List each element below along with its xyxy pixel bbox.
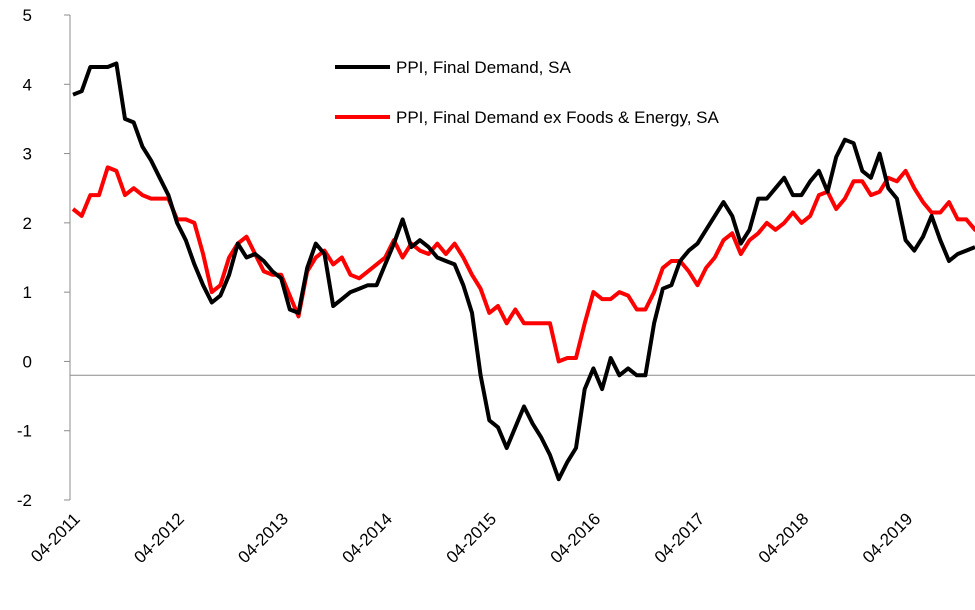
- x-tick-label: 04-2016: [547, 509, 605, 567]
- legend-entry-ppi-final-demand: PPI, Final Demand, SA: [335, 58, 571, 77]
- x-tick-label: 04-2011: [27, 509, 84, 566]
- y-tick-label: 3: [23, 145, 32, 164]
- y-tick-label: 4: [23, 75, 32, 94]
- x-tick-label: 04-2014: [339, 509, 397, 567]
- y-tick-label: 2: [23, 214, 32, 233]
- y-tick-label: 0: [23, 352, 32, 371]
- x-tick-label: 04-2019: [859, 509, 917, 567]
- y-tick-label: -1: [17, 422, 32, 441]
- x-axis: 04-2011 04-2012 04-2013 04-2014 04-2015 04-20…: [27, 374, 975, 567]
- y-tick-label: -2: [17, 491, 32, 510]
- y-tick-label: 1: [23, 283, 32, 302]
- legend: PPI, Final Demand, SA PPI, Final Demand …: [335, 58, 719, 127]
- legend-label-ppi-core: PPI, Final Demand ex Foods & Energy, SA: [396, 108, 719, 127]
- y-axis: 5 4 3 2 1 0 -1 -2: [17, 6, 71, 510]
- series-line-core-ppi: [71, 165, 975, 364]
- x-tick-label: 04-2013: [234, 509, 292, 567]
- x-tick-label: 04-2017: [651, 509, 709, 567]
- series-line-ppi: [72, 61, 975, 482]
- y-tick-label: 5: [23, 6, 32, 25]
- series-lines: [71, 61, 975, 482]
- x-tick-label: 04-2018: [755, 509, 813, 567]
- x-tick-label: 04-2012: [130, 509, 188, 567]
- legend-entry-ppi-core: PPI, Final Demand ex Foods & Energy, SA: [335, 108, 719, 127]
- x-tick-label: 04-2015: [443, 509, 501, 567]
- legend-label-ppi-final-demand: PPI, Final Demand, SA: [396, 58, 571, 77]
